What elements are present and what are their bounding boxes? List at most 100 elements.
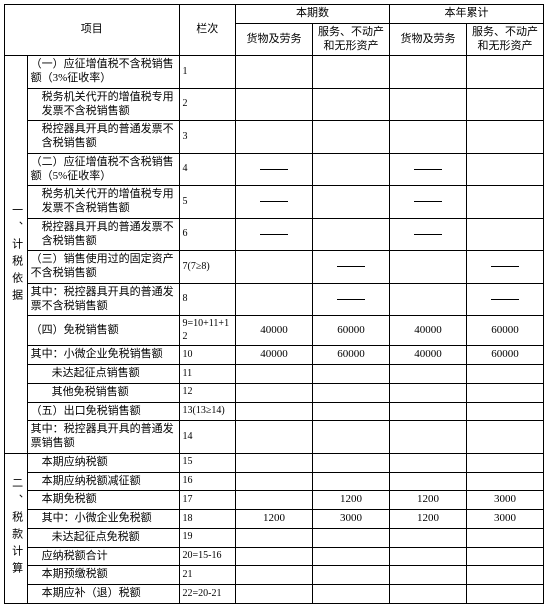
row-label: 其中：税控器具开具的普通发票销售额 xyxy=(27,421,179,454)
row-label: 未达起征点免税额 xyxy=(27,528,179,547)
value-cell: 1200 xyxy=(235,510,312,529)
value-cell xyxy=(312,283,389,316)
value-cell: 3000 xyxy=(466,510,543,529)
row-lineno: 16 xyxy=(179,472,235,491)
value-cell: 60000 xyxy=(466,346,543,365)
value-cell xyxy=(235,88,312,121)
row-lineno: 6 xyxy=(179,218,235,251)
header-ytd: 本年累计 xyxy=(389,5,543,24)
value-cell xyxy=(466,218,543,251)
row-label: 税控器具开具的普通发票不含税销售额 xyxy=(27,121,179,154)
value-cell xyxy=(235,56,312,89)
value-cell xyxy=(312,186,389,219)
row-label: 未达起征点销售额 xyxy=(27,365,179,384)
value-cell xyxy=(312,383,389,402)
value-cell: 40000 xyxy=(235,316,312,346)
row-lineno: 1 xyxy=(179,56,235,89)
row-label: （五）出口免税销售额 xyxy=(27,402,179,421)
value-cell xyxy=(389,153,466,186)
value-cell xyxy=(389,88,466,121)
value-cell xyxy=(235,491,312,510)
value-cell xyxy=(312,153,389,186)
value-cell xyxy=(466,528,543,547)
row-label: （二）应征增值税不含税销售额（5%征收率） xyxy=(27,153,179,186)
value-cell xyxy=(389,121,466,154)
value-cell xyxy=(312,121,389,154)
row-label: 本期应纳税额减征额 xyxy=(27,472,179,491)
row-lineno: 3 xyxy=(179,121,235,154)
row-lineno: 2 xyxy=(179,88,235,121)
value-cell xyxy=(235,186,312,219)
row-label: （三）销售使用过的固定资产不含税销售额 xyxy=(27,251,179,284)
row-label: 本期免税额 xyxy=(27,491,179,510)
value-cell xyxy=(389,218,466,251)
value-cell xyxy=(389,472,466,491)
value-cell xyxy=(235,402,312,421)
row-label: 其中：税控器具开具的普通发票不含税销售额 xyxy=(27,283,179,316)
header-col-b1: 服务、不动产和无形资产 xyxy=(312,23,389,56)
value-cell xyxy=(235,421,312,454)
row-lineno: 20=15-16 xyxy=(179,547,235,566)
row-label: 税务机关代开的增值税专用发票不含税销售额 xyxy=(27,88,179,121)
row-lineno: 18 xyxy=(179,510,235,529)
value-cell xyxy=(389,56,466,89)
section-1: 一、计税依据 xyxy=(5,56,28,454)
value-cell xyxy=(466,383,543,402)
value-cell xyxy=(235,547,312,566)
row-label: 本期应纳税额 xyxy=(27,453,179,472)
value-cell xyxy=(466,472,543,491)
row-lineno: 13(13≥14) xyxy=(179,402,235,421)
section-2: 二、税款计算 xyxy=(5,453,28,603)
value-cell: 3000 xyxy=(466,491,543,510)
value-cell xyxy=(312,421,389,454)
value-cell: 40000 xyxy=(389,316,466,346)
value-cell: 1200 xyxy=(312,491,389,510)
row-lineno: 14 xyxy=(179,421,235,454)
row-label: 本期应补（退）税额 xyxy=(27,585,179,604)
value-cell xyxy=(466,153,543,186)
row-lineno: 17 xyxy=(179,491,235,510)
value-cell xyxy=(466,421,543,454)
row-lineno: 15 xyxy=(179,453,235,472)
value-cell xyxy=(389,283,466,316)
value-cell xyxy=(312,218,389,251)
value-cell xyxy=(312,566,389,585)
value-cell xyxy=(389,547,466,566)
row-lineno: 10 xyxy=(179,346,235,365)
value-cell xyxy=(389,566,466,585)
value-cell xyxy=(235,365,312,384)
header-col-a1: 货物及劳务 xyxy=(235,23,312,56)
row-lineno: 12 xyxy=(179,383,235,402)
value-cell xyxy=(466,402,543,421)
value-cell xyxy=(389,365,466,384)
value-cell xyxy=(466,88,543,121)
value-cell xyxy=(466,56,543,89)
header-lineno: 栏次 xyxy=(179,5,235,56)
header-col-a2: 货物及劳务 xyxy=(389,23,466,56)
value-cell: 3000 xyxy=(312,510,389,529)
row-lineno: 21 xyxy=(179,566,235,585)
value-cell xyxy=(235,585,312,604)
tax-table: 项目栏次本期数本年累计货物及劳务服务、不动产和无形资产货物及劳务服务、不动产和无… xyxy=(4,4,544,604)
value-cell xyxy=(389,383,466,402)
row-label: （一）应征增值税不含税销售额（3%征收率） xyxy=(27,56,179,89)
value-cell xyxy=(312,472,389,491)
value-cell xyxy=(312,585,389,604)
value-cell: 40000 xyxy=(235,346,312,365)
value-cell xyxy=(466,566,543,585)
value-cell xyxy=(235,528,312,547)
value-cell xyxy=(312,88,389,121)
value-cell xyxy=(389,186,466,219)
value-cell xyxy=(235,453,312,472)
header-period: 本期数 xyxy=(235,5,389,24)
row-lineno: 11 xyxy=(179,365,235,384)
row-lineno: 8 xyxy=(179,283,235,316)
value-cell xyxy=(389,251,466,284)
header-col-b2: 服务、不动产和无形资产 xyxy=(466,23,543,56)
value-cell xyxy=(312,402,389,421)
value-cell xyxy=(312,528,389,547)
value-cell xyxy=(466,585,543,604)
row-lineno: 22=20-21 xyxy=(179,585,235,604)
row-lineno: 9=10+11+12 xyxy=(179,316,235,346)
row-lineno: 19 xyxy=(179,528,235,547)
